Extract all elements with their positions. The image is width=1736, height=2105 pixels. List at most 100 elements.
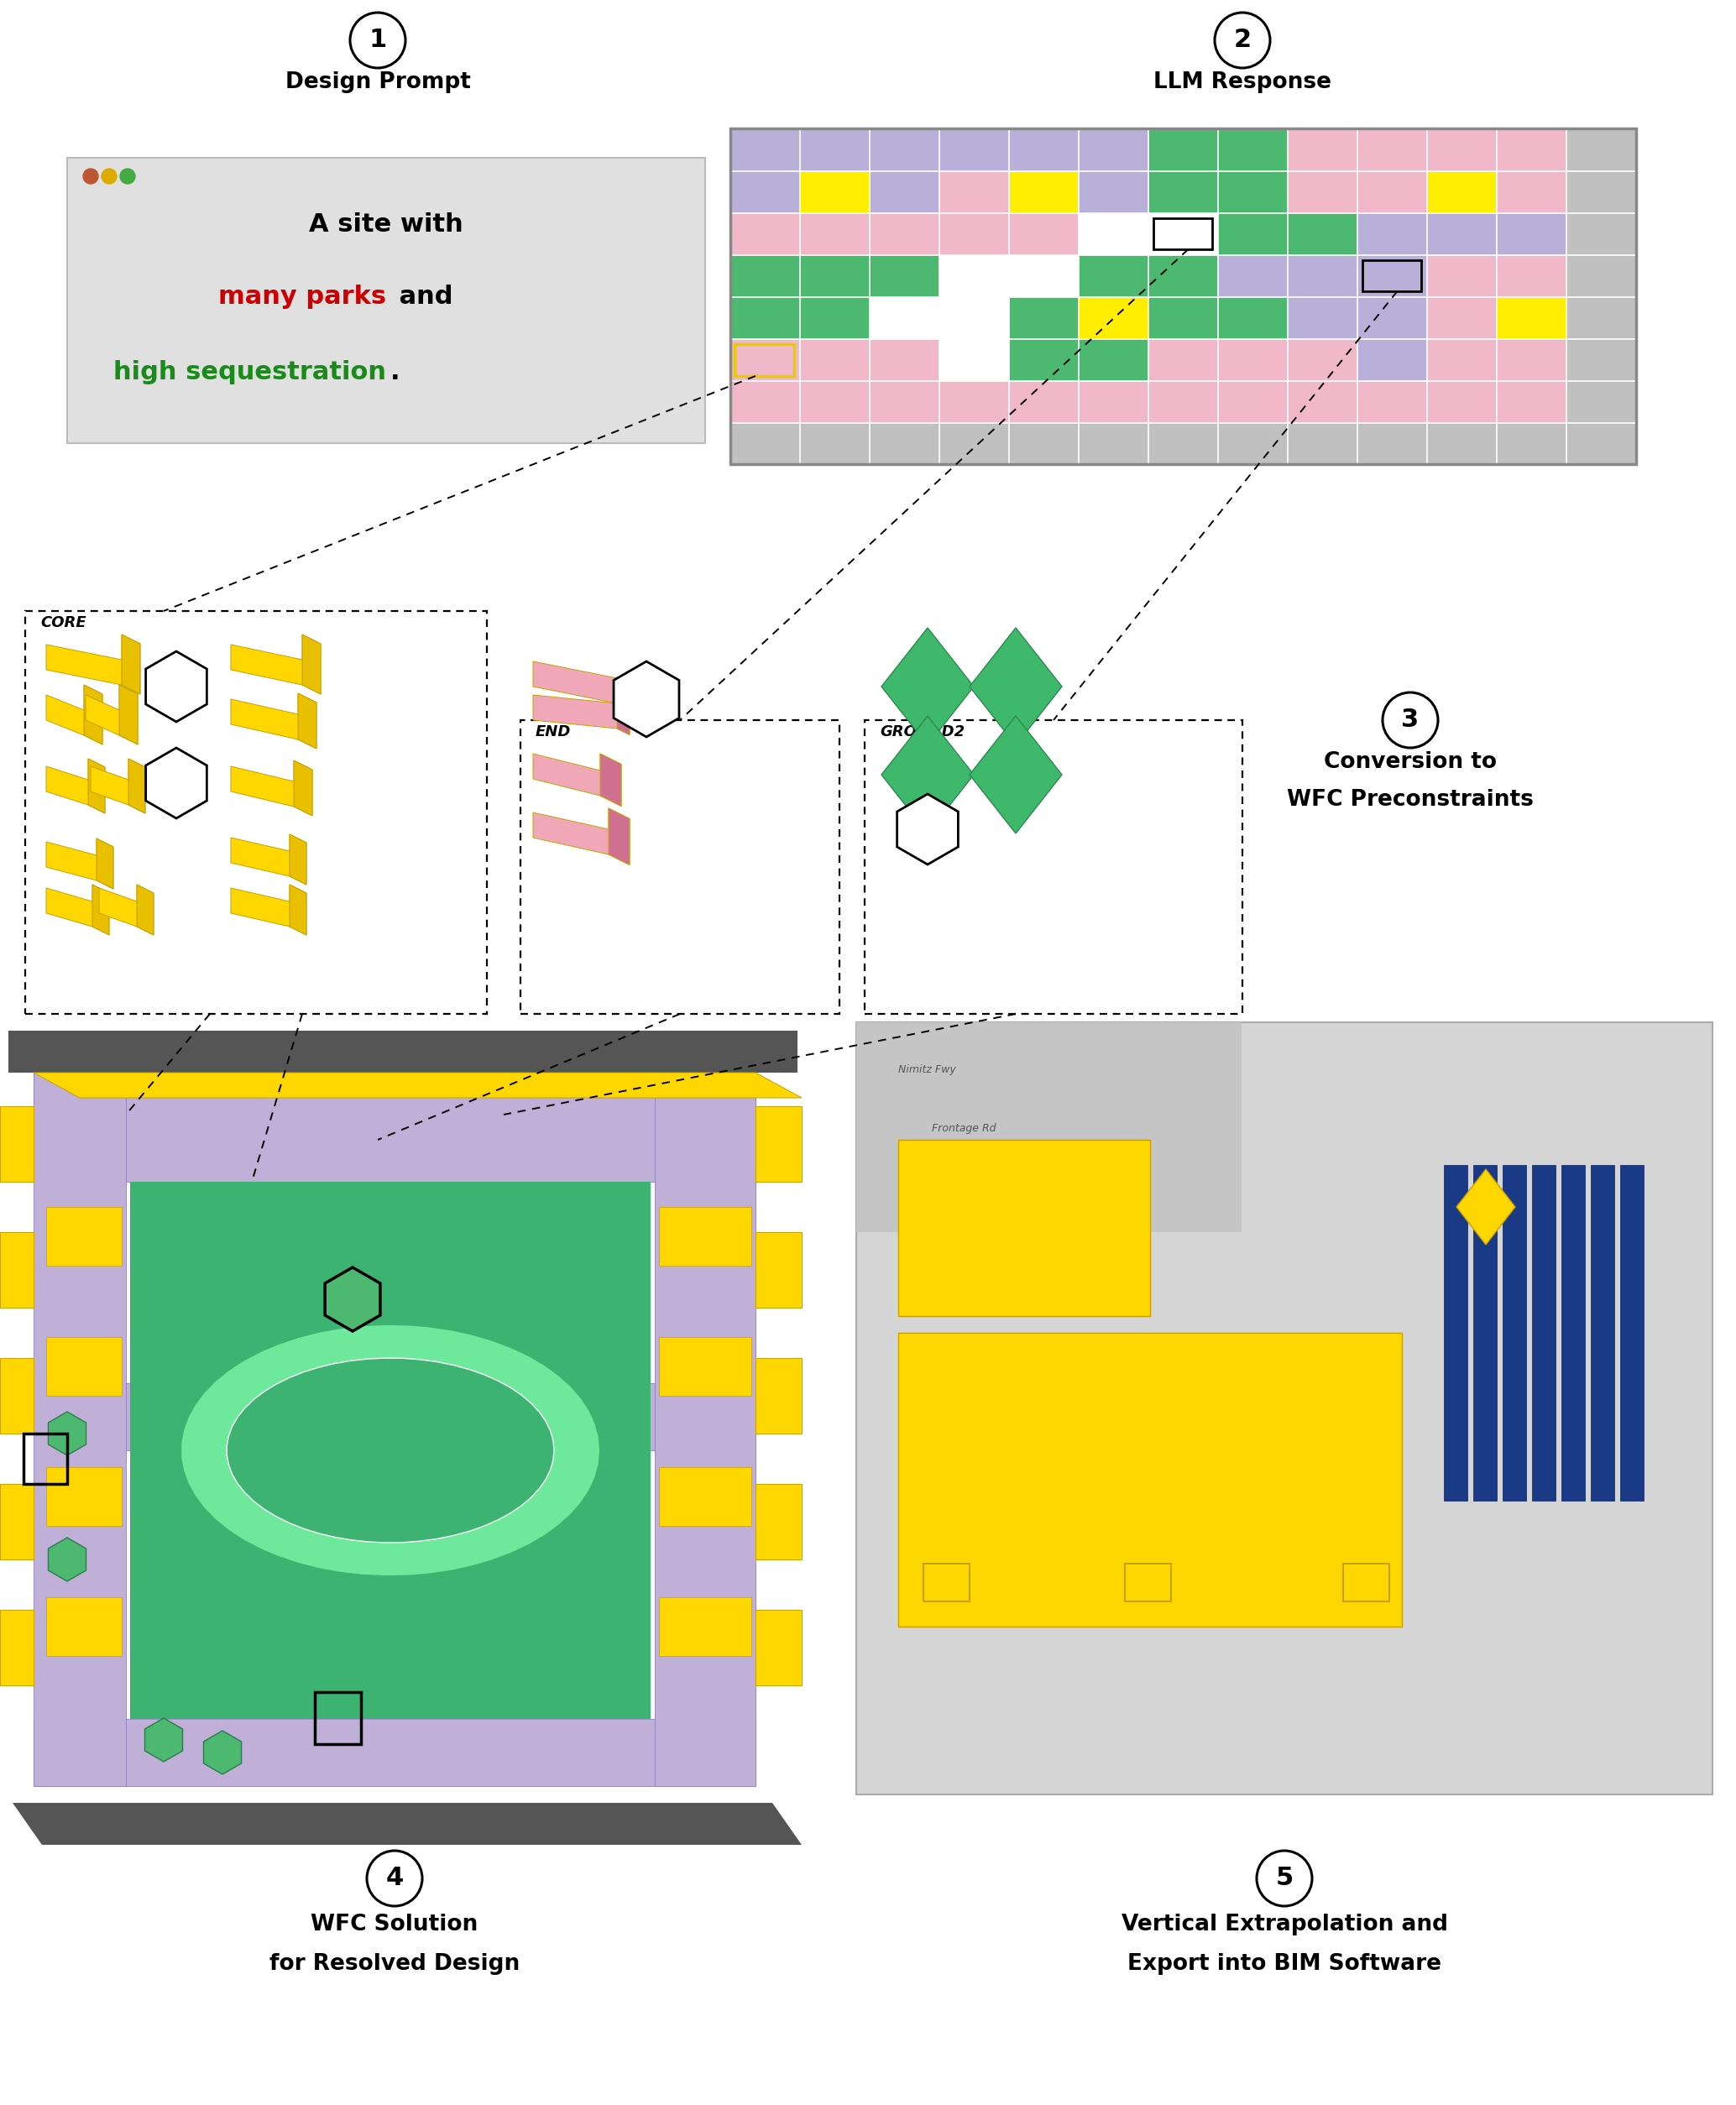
Bar — [1358, 339, 1427, 381]
Polygon shape — [33, 1074, 127, 1785]
Bar — [1358, 255, 1427, 297]
Bar — [1078, 381, 1147, 423]
Bar — [1149, 213, 1217, 255]
Polygon shape — [293, 760, 312, 817]
Polygon shape — [89, 758, 104, 813]
Bar — [939, 128, 1009, 171]
Polygon shape — [33, 1720, 755, 1785]
Bar — [1219, 339, 1286, 381]
Bar — [1078, 171, 1147, 213]
Polygon shape — [609, 808, 630, 865]
Polygon shape — [9, 1031, 797, 1074]
Bar — [731, 171, 799, 213]
Bar — [1078, 255, 1147, 297]
Bar — [731, 423, 799, 463]
Polygon shape — [755, 1231, 802, 1307]
Bar — [1219, 297, 1286, 339]
Polygon shape — [898, 1332, 1403, 1627]
Text: GROUND2: GROUND2 — [880, 724, 965, 739]
Bar — [1078, 213, 1147, 255]
Bar — [1009, 423, 1078, 463]
Bar — [800, 171, 868, 213]
Bar — [1566, 213, 1635, 255]
Bar — [1496, 423, 1566, 463]
Bar — [1358, 381, 1427, 423]
Circle shape — [83, 168, 99, 183]
Polygon shape — [12, 1802, 802, 1844]
Polygon shape — [1444, 1164, 1467, 1501]
Bar — [1427, 423, 1496, 463]
Polygon shape — [1474, 1164, 1496, 1501]
Polygon shape — [231, 644, 302, 684]
Bar — [800, 213, 868, 255]
Bar — [1427, 297, 1496, 339]
Polygon shape — [898, 794, 958, 865]
Polygon shape — [89, 758, 104, 813]
Bar — [1288, 128, 1356, 171]
Polygon shape — [533, 813, 609, 855]
Text: Vertical Extrapolation and: Vertical Extrapolation and — [1121, 1913, 1448, 1934]
Text: for Resolved Design: for Resolved Design — [269, 1953, 519, 1974]
Bar — [870, 255, 939, 297]
Polygon shape — [616, 716, 630, 735]
Text: CORE: CORE — [40, 615, 87, 629]
Polygon shape — [609, 808, 630, 865]
Bar — [1496, 297, 1566, 339]
Polygon shape — [146, 650, 207, 722]
Polygon shape — [755, 1107, 802, 1181]
Bar — [939, 171, 1009, 213]
Polygon shape — [47, 766, 89, 804]
Bar — [870, 423, 939, 463]
Polygon shape — [128, 758, 146, 813]
Polygon shape — [1620, 1164, 1644, 1501]
Bar — [1288, 213, 1356, 255]
Polygon shape — [299, 693, 316, 749]
Bar — [1009, 339, 1078, 381]
Polygon shape — [97, 838, 113, 888]
Bar — [1149, 171, 1217, 213]
Bar — [1149, 128, 1217, 171]
Polygon shape — [299, 693, 316, 749]
Bar — [1078, 128, 1147, 171]
Polygon shape — [293, 760, 312, 817]
Bar — [1427, 171, 1496, 213]
Text: 2: 2 — [1234, 27, 1252, 53]
Bar — [939, 381, 1009, 423]
Bar — [856, 1023, 1712, 1793]
Polygon shape — [47, 888, 92, 926]
Polygon shape — [898, 1139, 1149, 1316]
Polygon shape — [755, 1358, 802, 1434]
Polygon shape — [97, 838, 113, 888]
Circle shape — [102, 168, 116, 183]
Bar — [1496, 381, 1566, 423]
Bar — [800, 255, 868, 297]
Bar — [939, 423, 1009, 463]
Bar — [1427, 213, 1496, 255]
Polygon shape — [47, 842, 97, 880]
Polygon shape — [49, 1537, 87, 1581]
Bar — [1149, 423, 1217, 463]
Bar — [1153, 219, 1212, 248]
Text: .: . — [391, 360, 399, 383]
Text: WFC Solution: WFC Solution — [311, 1913, 477, 1934]
Bar — [1496, 213, 1566, 255]
Polygon shape — [47, 644, 122, 684]
Polygon shape — [1531, 1164, 1555, 1501]
Bar — [870, 297, 939, 339]
Bar — [68, 158, 705, 444]
Polygon shape — [83, 684, 102, 745]
Polygon shape — [1590, 1164, 1614, 1501]
Polygon shape — [302, 634, 321, 695]
Polygon shape — [601, 754, 621, 806]
Polygon shape — [92, 884, 109, 935]
Bar — [1219, 171, 1286, 213]
Polygon shape — [47, 695, 83, 735]
Text: A site with: A site with — [309, 213, 464, 238]
Bar — [939, 297, 1009, 339]
Bar — [1149, 255, 1217, 297]
Bar — [731, 128, 799, 171]
Bar — [1566, 128, 1635, 171]
Bar — [734, 343, 793, 377]
Bar — [1219, 381, 1286, 423]
Bar — [1363, 261, 1422, 290]
